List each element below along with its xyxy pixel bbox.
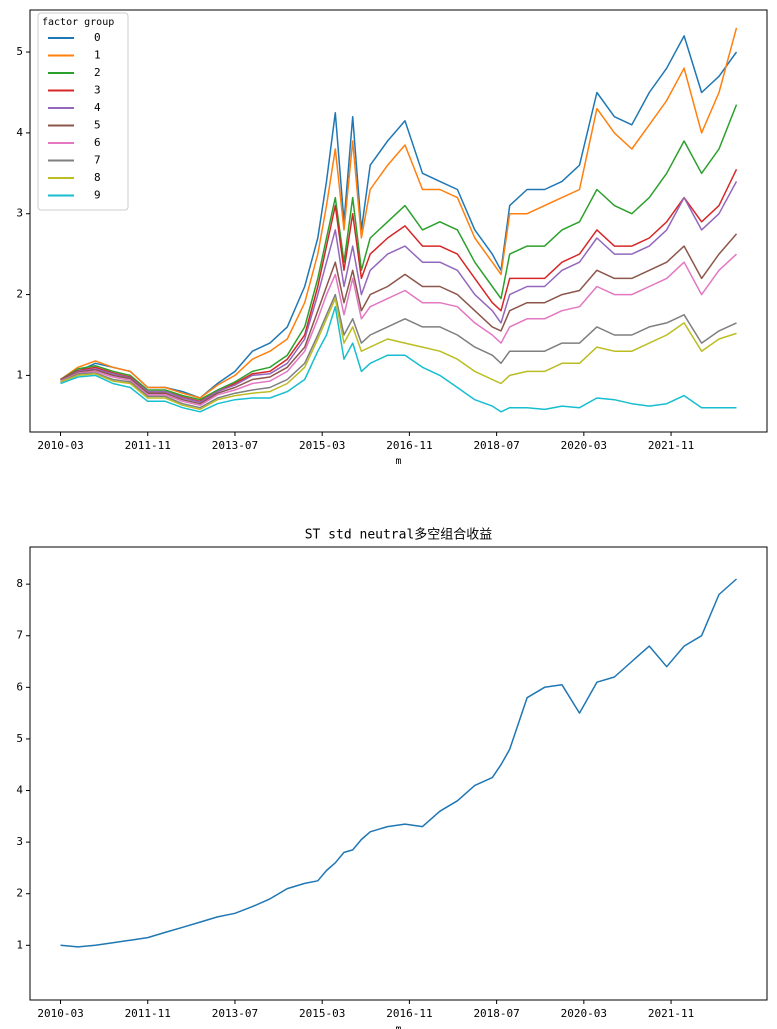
legend-frame bbox=[37, 12, 129, 211]
series-line bbox=[60, 305, 737, 413]
legend-title: factor group bbox=[42, 17, 114, 28]
chart-title: ST std neutral多空组合收益 bbox=[305, 527, 493, 543]
y-tick-label: 3 bbox=[16, 207, 23, 220]
x-tick-label: 2021-11 bbox=[648, 439, 694, 452]
x-tick-label: 2010-03 bbox=[37, 1007, 83, 1020]
series-line bbox=[60, 253, 738, 407]
y-tick-label: 3 bbox=[16, 835, 23, 848]
y-tick-label: 2 bbox=[16, 887, 23, 900]
x-tick-label: 2021-11 bbox=[648, 1007, 694, 1020]
y-tick-label: 1 bbox=[16, 938, 23, 951]
legend-label: 9 bbox=[94, 189, 101, 202]
x-tick-label: 2011-11 bbox=[125, 1007, 171, 1020]
legend-label: 8 bbox=[94, 171, 101, 184]
x-axis-label: m bbox=[395, 456, 401, 467]
y-tick-label: 4 bbox=[16, 126, 23, 139]
x-tick-label: 2013-07 bbox=[212, 1007, 258, 1020]
y-tick-label: 1 bbox=[16, 368, 23, 381]
y-tick-label: 7 bbox=[16, 629, 23, 642]
x-tick-label: 2020-03 bbox=[561, 439, 607, 452]
y-tick-label: 5 bbox=[16, 732, 23, 745]
series-line bbox=[60, 27, 738, 399]
y-tick-label: 6 bbox=[16, 680, 23, 693]
legend-label: 7 bbox=[94, 154, 101, 167]
x-tick-label: 2018-07 bbox=[473, 1007, 519, 1020]
x-tick-label: 2016-11 bbox=[386, 1007, 432, 1020]
x-tick-label: 2015-03 bbox=[299, 1007, 345, 1020]
series-line bbox=[60, 168, 738, 403]
x-tick-label: 2015-03 bbox=[299, 439, 345, 452]
series-line bbox=[60, 35, 738, 399]
plot-frame bbox=[29, 546, 768, 1001]
legend-label: 1 bbox=[94, 49, 101, 62]
legend-label: 4 bbox=[94, 101, 101, 114]
series-line bbox=[60, 181, 738, 403]
y-tick-label: 5 bbox=[16, 45, 23, 58]
x-tick-label: 2011-11 bbox=[125, 439, 171, 452]
x-tick-label: 2016-11 bbox=[386, 439, 432, 452]
x-tick-label: 2010-03 bbox=[37, 439, 83, 452]
series-line bbox=[60, 233, 738, 405]
y-tick-label: 8 bbox=[16, 577, 23, 590]
legend-label: 5 bbox=[94, 119, 101, 132]
legend-label: 2 bbox=[94, 66, 101, 79]
y-tick-label: 2 bbox=[16, 288, 23, 301]
x-tick-label: 2020-03 bbox=[561, 1007, 607, 1020]
x-tick-label: 2018-07 bbox=[473, 439, 519, 452]
x-tick-label: 2013-07 bbox=[212, 439, 258, 452]
legend: factor group 0 1 2 3 4 5 6 7 8 9 bbox=[37, 12, 129, 211]
series-line bbox=[60, 578, 737, 948]
y-tick-label: 4 bbox=[16, 784, 23, 797]
series-line bbox=[60, 293, 737, 409]
plot-frame bbox=[29, 9, 768, 433]
legend-label: 3 bbox=[94, 84, 101, 97]
series-line bbox=[60, 297, 737, 411]
x-axis-label: m bbox=[395, 1024, 401, 1029]
legend-label: 6 bbox=[94, 136, 101, 149]
legend-label: 0 bbox=[94, 31, 101, 44]
series-line bbox=[60, 104, 738, 401]
